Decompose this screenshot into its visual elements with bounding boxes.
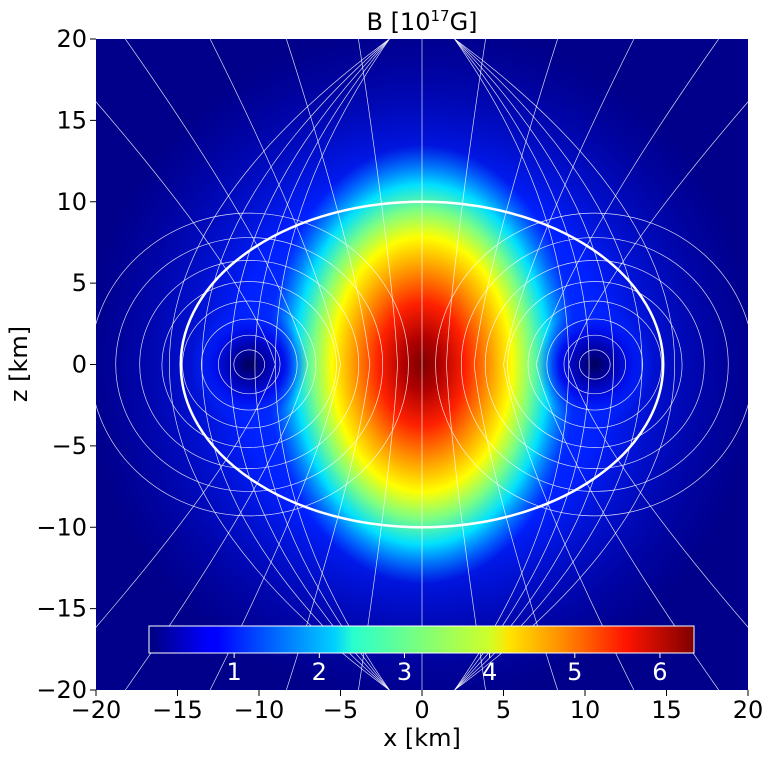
field-line-loop	[161, 281, 337, 448]
field-line-outer	[274, 39, 390, 690]
x-tick-label: 20	[733, 696, 764, 724]
colorbar-tick-label: 2	[312, 658, 327, 686]
y-tick-label: −5	[52, 432, 87, 460]
field-line-loop	[96, 212, 409, 517]
field-line-outer	[230, 39, 390, 690]
x-tick-label: 15	[651, 696, 682, 724]
colorbar-gradient	[148, 625, 695, 654]
field-line-loop	[115, 237, 384, 492]
field-line-outer	[454, 39, 643, 690]
colorbar-tick-label: 1	[227, 658, 242, 686]
field-null-point-2	[536, 305, 654, 424]
x-tick-label: −15	[152, 696, 203, 724]
x-tick-label: −10	[234, 696, 285, 724]
field-null-point-1	[190, 305, 308, 424]
field-line-open	[473, 39, 558, 690]
field-line-loop	[507, 281, 683, 448]
chart-title: B [1017G]	[366, 7, 477, 36]
field-line-loop	[435, 212, 748, 517]
plot-area: 1 2 3 4 5 6	[96, 39, 748, 690]
field-line-outer	[169, 39, 390, 690]
field-line-open	[209, 39, 341, 690]
y-tick-label: 15	[56, 106, 87, 134]
y-tick-label: 0	[72, 351, 87, 379]
x-tick-label: −20	[71, 696, 122, 724]
colorbar-tick-label: 3	[397, 658, 412, 686]
y-tick-label: 5	[72, 269, 87, 297]
field-line-loop	[460, 237, 729, 492]
field-line-loop	[200, 318, 298, 411]
field-line-loop	[233, 349, 265, 380]
field-line-open	[503, 39, 635, 690]
colorbar-tick-label: 4	[482, 658, 497, 686]
y-tick-label: −20	[36, 676, 87, 704]
x-tick-label: −5	[323, 696, 358, 724]
field-line-open	[535, 39, 719, 690]
x-tick-label: 10	[570, 696, 601, 724]
colorbar-tick-label: 6	[652, 658, 667, 686]
y-tick-label: 10	[56, 188, 87, 216]
y-axis-label: z [km]	[5, 326, 33, 402]
field-line-outer	[454, 39, 590, 690]
field-line-outer	[201, 39, 390, 690]
field-line-loop	[527, 300, 662, 429]
y-tick-label: −10	[36, 513, 87, 541]
field-line-outer	[454, 39, 614, 690]
field-line-loop	[139, 259, 360, 470]
field-line-loop	[484, 259, 705, 470]
field-lines	[96, 39, 748, 690]
field-line-open	[125, 39, 309, 690]
x-tick-label: 5	[496, 696, 511, 724]
colorbar: 1 2 3 4 5 6	[148, 625, 695, 686]
star-surface-outline	[179, 200, 665, 529]
y-tick-label: 20	[56, 25, 87, 53]
field-line-open	[358, 39, 398, 690]
x-axis-label: x [km]	[383, 724, 461, 752]
field-line-loop	[546, 318, 644, 411]
field-line-loop	[563, 334, 626, 395]
field-line-outer	[454, 39, 570, 690]
y-axis-ticks: −20 −15 −10 −5 0 5 10 15 20	[36, 25, 96, 704]
field-line-loop	[579, 349, 611, 380]
y-tick-label: −15	[36, 595, 87, 623]
field-line-outer	[254, 39, 390, 690]
field-line-outer	[454, 39, 675, 690]
x-axis-ticks: −20 −15 −10 −5 0 5 10 15 20	[71, 690, 764, 724]
field-line-open	[446, 39, 486, 690]
field-line-open	[286, 39, 371, 690]
colorbar-ticks: 1 2 3 4 5 6	[227, 653, 668, 686]
x-tick-label: 0	[414, 696, 429, 724]
colorbar-tick-label: 5	[567, 658, 582, 686]
field-line-loop	[218, 334, 281, 395]
field-line-loop	[182, 300, 317, 429]
